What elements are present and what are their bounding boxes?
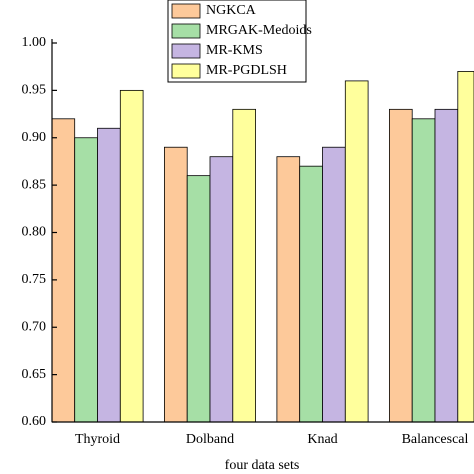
- bar: [411, 118, 436, 423]
- x-tick-label: Balancescal: [402, 432, 469, 447]
- legend-swatch: [171, 23, 201, 39]
- y-tick-label: 0.70: [22, 319, 47, 334]
- bar: [74, 137, 98, 423]
- y-tick-label: 0.60: [22, 414, 47, 429]
- bar: [209, 156, 234, 423]
- y-tick-label: 0.80: [22, 225, 47, 240]
- legend-label: NGKCA: [206, 3, 257, 18]
- legend-label: MR-PGDLSH: [206, 63, 287, 78]
- y-tick-label: 0.75: [22, 272, 47, 287]
- legend-swatch: [171, 63, 201, 79]
- legend-swatch: [171, 3, 201, 19]
- x-axis-label: four data sets: [225, 458, 300, 473]
- bar: [119, 89, 144, 423]
- legend-swatch: [171, 43, 201, 59]
- bar: [232, 108, 257, 423]
- bar: [163, 146, 188, 423]
- x-tick-label: Dolband: [186, 432, 234, 447]
- bar: [434, 108, 459, 423]
- legend-label: MRGAK-Medoids: [206, 23, 312, 38]
- bar: [344, 80, 369, 423]
- x-tick-label: Knad: [307, 432, 337, 447]
- x-tick-label: Thyroid: [75, 432, 120, 447]
- y-tick-label: 0.85: [22, 177, 47, 192]
- bar: [299, 165, 323, 423]
- y-tick-label: 1.00: [22, 35, 47, 50]
- bar: [186, 175, 211, 423]
- bar: [97, 127, 121, 423]
- bar: [322, 146, 346, 423]
- bar: [457, 71, 474, 423]
- y-tick-label: 0.65: [22, 367, 47, 382]
- bar: [51, 118, 76, 423]
- legend-label: MR-KMS: [206, 43, 263, 58]
- y-tick-label: 0.90: [22, 130, 47, 145]
- bar: [276, 156, 301, 423]
- bar: [388, 108, 413, 423]
- y-tick-label: 0.95: [22, 83, 47, 98]
